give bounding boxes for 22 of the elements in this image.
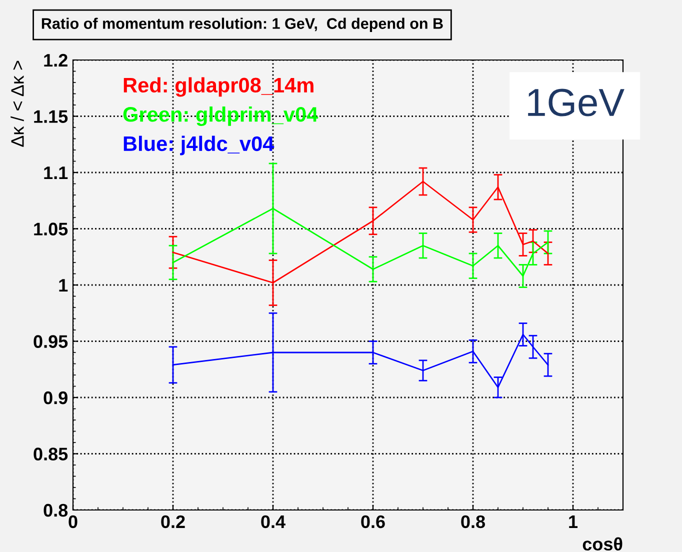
text: Blue: j4ldc_v04 <box>124 136 274 156</box>
x-tick-label: 0 <box>68 515 78 528</box>
annotation: 1GeV <box>528 88 624 116</box>
y-tick-label: 1.15 <box>34 110 68 123</box>
x-tick-label: 1 <box>569 516 578 528</box>
y-axis-title: Δκ / < Δκ > <box>10 60 24 147</box>
x-tick-label: 0.8 <box>461 515 485 528</box>
x-tick-label: 0.6 <box>361 515 385 528</box>
y-tick-label: 0.8 <box>44 504 68 517</box>
y-tick-label: 0.9 <box>44 391 68 404</box>
x-axis-title: cosθ <box>582 537 622 551</box>
text: Red: gldapr08_14m <box>124 77 314 97</box>
y-tick-label: 0.95 <box>34 335 68 348</box>
y-tick-label: 1 <box>59 279 68 292</box>
x-tick-label: 0.4 <box>261 515 286 528</box>
text: Green: gldprim_v04 <box>123 106 318 126</box>
chart-title: Ratio of momentum resolution: 1 GeV, Cd depend on B <box>42 18 443 32</box>
y-tick-label: 1.1 <box>44 166 68 180</box>
y-tick-label: 1.05 <box>34 222 68 236</box>
x-tick-label: 0.2 <box>161 515 185 528</box>
y-tick-label: 1.2 <box>44 54 68 67</box>
y-tick-label: 0.85 <box>34 448 68 460</box>
